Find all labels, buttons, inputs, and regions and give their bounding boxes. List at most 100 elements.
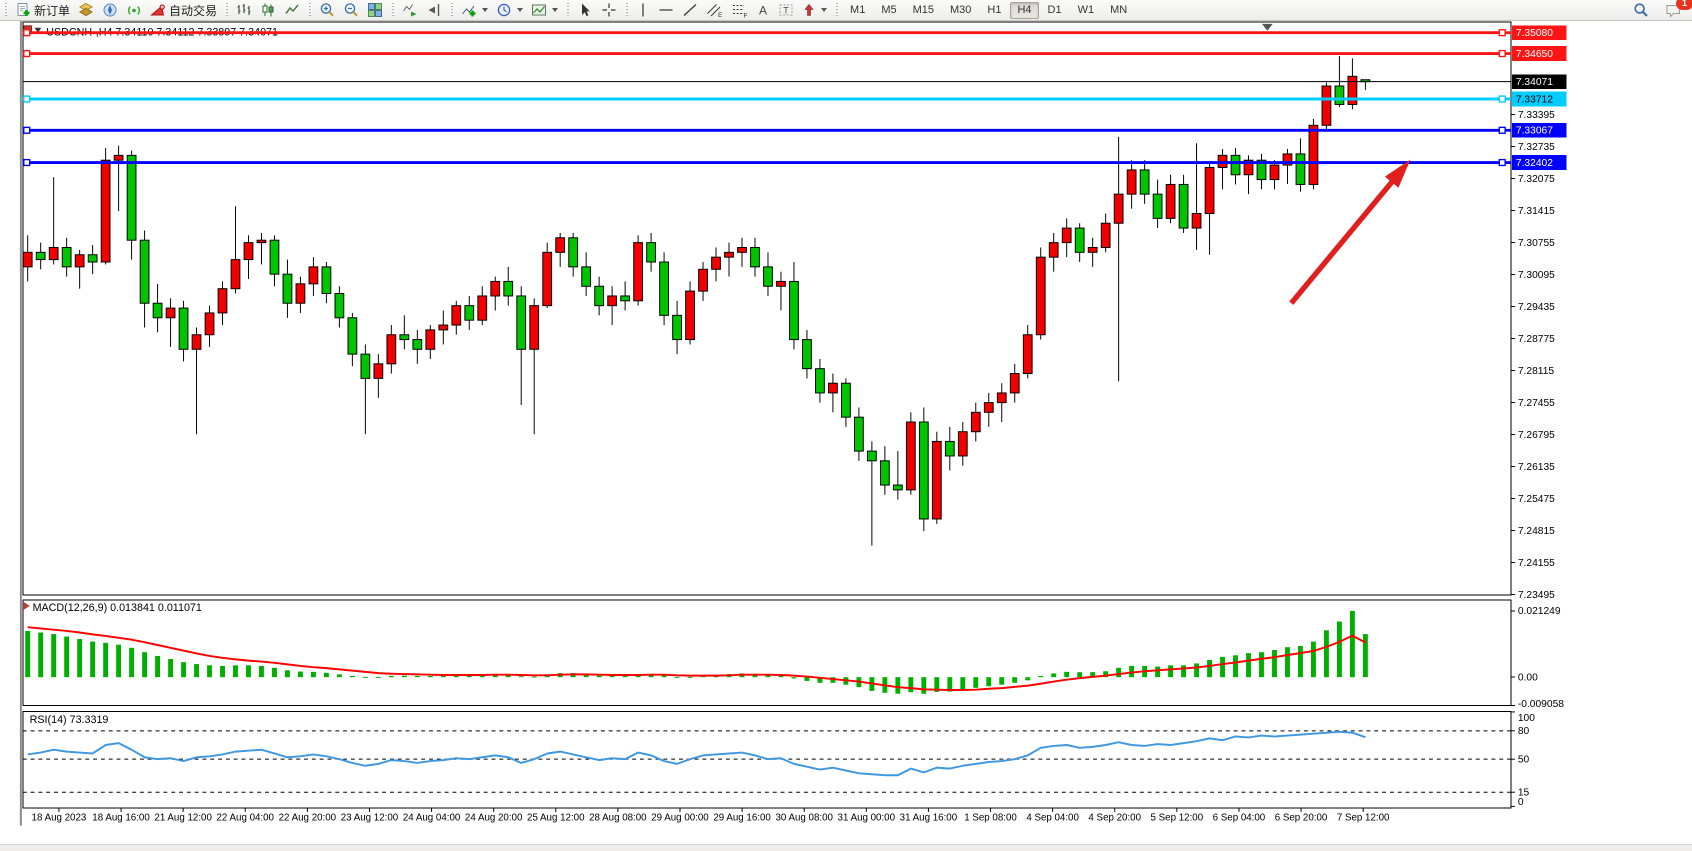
chart-shift-button[interactable] [422,1,446,19]
text-tool-glyph: A [759,4,767,18]
autotrade-icon [150,4,165,16]
vertical-line-icon [642,3,644,17]
tf-m30-button[interactable]: M30 [943,2,978,19]
hline-handle[interactable] [23,95,31,103]
hline-handle[interactable] [1498,49,1506,58]
bar-chart-button[interactable] [232,1,256,19]
macd-axis-label: 0.021249 [1518,606,1561,617]
hline-handle[interactable] [1498,29,1506,37]
macd-axis-label: 0.00 [1518,673,1538,684]
cursor-button[interactable] [573,1,597,19]
tile-windows-button[interactable] [363,1,387,19]
line-chart-button[interactable] [280,1,304,19]
price-tick-label: 7.30755 [1518,238,1555,249]
tf-d1-button[interactable]: D1 [1041,2,1069,19]
arrows-tool-button[interactable] [798,1,831,19]
candlestick-chart-icon [262,3,274,17]
toolbar-separator [448,3,456,17]
tf-mn-button[interactable]: MN [1103,2,1134,19]
price-badge [1511,25,1567,41]
standard-group: 新订单 [11,0,221,20]
notification-badge[interactable]: 1 [1676,0,1692,10]
time-tick-label: 24 Aug 20:00 [465,813,523,824]
annotation-arrow-shaft[interactable] [1289,175,1398,305]
time-tick-label: 30 Aug 08:00 [775,813,833,824]
chevron-down-icon [821,8,828,12]
tf-m1-button[interactable]: M1 [843,2,872,19]
market-watch-button[interactable] [74,1,98,19]
templates-button[interactable] [527,1,562,19]
rsi-axis-label: 50 [1518,755,1530,766]
hline-handle[interactable] [23,29,31,37]
new-order-button[interactable]: 新订单 [11,1,74,19]
text-label-button[interactable]: T [774,1,798,19]
tf-h1-button[interactable]: H1 [980,2,1008,19]
time-tick-label: 31 Aug 16:00 [900,813,958,824]
chevron-down-icon [552,8,559,12]
equidistant-channel-button[interactable]: E [702,1,727,19]
time-tick-label: 28 Aug 08:00 [589,813,647,824]
chart-window[interactable]: USDCNH-,H4 7.34110 7.34112 7.33897 7.340… [0,20,1692,851]
horizontal-line-button[interactable] [654,1,678,19]
toolbar-grip[interactable] [2,3,9,17]
indicators-button[interactable] [457,1,492,19]
trendline-button[interactable] [678,1,702,19]
new-order-icon [17,3,30,16]
indicators-icon [462,5,476,17]
price-tick-label: 7.28775 [1518,334,1555,345]
crosshair-button[interactable] [597,1,621,19]
symbol-dropdown-icon [34,27,42,33]
price-badge-label: 7.34071 [1516,77,1553,88]
price-badge-label: 7.32402 [1516,158,1553,169]
price-tick-label: 7.33395 [1518,110,1555,121]
candlestick-chart-button[interactable] [256,1,280,19]
vertical-line-button[interactable] [632,1,654,19]
time-tick-label: 22 Aug 20:00 [279,813,337,824]
hline-handle[interactable] [1498,95,1506,103]
navigator-icon [103,3,117,17]
hline-handle[interactable] [23,49,31,58]
text-tool-button[interactable]: A [752,1,774,19]
time-tick-label: 6 Sep 20:00 [1275,813,1328,824]
price-tick-label: 7.32075 [1518,174,1555,185]
tf-h4-button[interactable]: H4 [1010,1,1039,19]
zoom-in-button[interactable] [315,1,339,19]
price-badge [1511,74,1567,89]
price-panel [22,21,1512,596]
chart-shift-marker [1261,23,1273,31]
zoom-out-button[interactable] [339,1,363,19]
tf-m5-button[interactable]: M5 [874,2,903,19]
tf-m15-button[interactable]: M15 [906,2,941,19]
hline-handle[interactable] [1498,158,1506,167]
panels [22,21,1512,809]
tf-w1-button[interactable]: W1 [1071,2,1102,19]
annotation-arrow-head[interactable] [1384,159,1411,188]
toolbar-separator [623,3,631,17]
periods-button[interactable] [492,1,527,19]
auto-scroll-button[interactable] [398,1,422,19]
price-badge-label: 7.33712 [1516,94,1553,105]
hline-handle[interactable] [23,158,31,167]
time-tick-label: 18 Aug 16:00 [92,813,150,824]
hline-handle[interactable] [1498,126,1506,134]
hline-handle[interactable] [23,126,31,134]
time-tick-label: 22 Aug 04:00 [217,813,275,824]
text-label-icon: T [779,4,793,16]
time-tick-label: 25 Aug 12:00 [527,813,585,824]
navigator-button[interactable] [98,1,122,19]
time-tick-label: 7 Sep 12:00 [1337,813,1390,824]
text-tool-icon: A [759,4,767,18]
price-tick-label: 7.32735 [1518,142,1555,153]
search-button[interactable] [1629,1,1653,19]
signals-button[interactable] [122,1,146,19]
price-badge-label: 7.33067 [1516,126,1553,137]
price-badge [1511,155,1567,170]
price-tick-label: 7.28115 [1518,366,1555,377]
toolbar-separator [223,3,231,17]
time-tick-label: 4 Sep 20:00 [1088,813,1141,824]
fibonacci-button[interactable]: F [727,1,752,19]
price-badge-label: 7.35080 [1516,28,1553,39]
autotrade-button[interactable]: 自动交易 [146,1,221,19]
price-badge [1511,46,1567,61]
